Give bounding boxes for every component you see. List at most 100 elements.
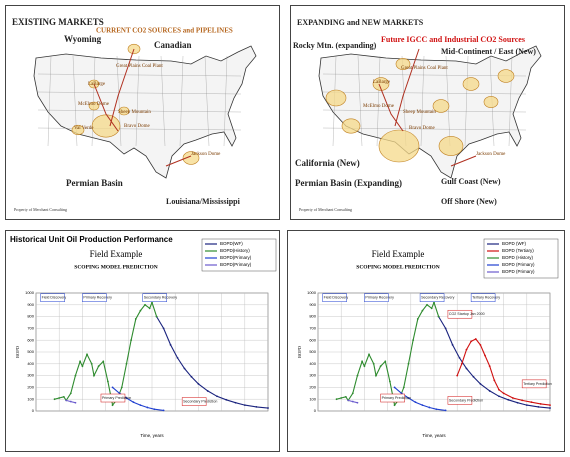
co2-bubble	[378, 129, 420, 163]
data-point	[428, 406, 431, 409]
data-point	[97, 365, 100, 368]
series-line	[456, 338, 551, 406]
annotation-box	[322, 293, 347, 302]
data-point	[111, 404, 114, 406]
data-point	[460, 362, 463, 365]
co2-bubble	[182, 151, 200, 165]
map-title: EXISTING MARKETS	[12, 17, 104, 27]
data-point	[479, 344, 482, 346]
data-point	[206, 390, 209, 392]
data-point	[525, 404, 528, 406]
y-axis-label: BOPD	[15, 345, 20, 358]
data-point	[511, 397, 514, 399]
data-point	[155, 315, 158, 318]
annotation: Secondary Recovery	[421, 296, 455, 300]
annotation-box	[100, 393, 126, 403]
source-label: Jackson Dome	[476, 152, 506, 157]
data-point	[421, 309, 424, 312]
legend-label: BOPD (WF)	[502, 241, 526, 246]
data-point	[356, 401, 359, 404]
data-point	[243, 404, 246, 406]
source-label: Jackson Dome	[191, 152, 221, 157]
data-point	[74, 374, 77, 377]
data-point	[498, 388, 500, 391]
data-point	[407, 397, 410, 399]
data-point	[465, 367, 468, 370]
data-point	[421, 404, 424, 406]
state-line	[37, 127, 242, 131]
annotation-box	[470, 293, 496, 302]
co2-bubble	[118, 106, 130, 116]
state-line	[204, 55, 210, 147]
data-point	[384, 360, 387, 363]
data-point	[102, 360, 105, 363]
y-tick-label: 1000	[307, 290, 317, 295]
region-label: Rocky Mtn. (expanding)	[293, 41, 377, 50]
source-label: Bravo Dome	[124, 124, 150, 129]
map-footer: Property of Merchant Consulting	[299, 207, 352, 212]
data-point	[69, 400, 72, 403]
co2-bubble	[462, 77, 480, 91]
data-point	[162, 409, 165, 412]
y-tick-label: 700	[27, 325, 34, 330]
series-line	[438, 316, 551, 409]
data-point	[479, 382, 482, 385]
state-line	[47, 55, 52, 147]
y-tick-label: 0	[32, 408, 35, 413]
source-label: McElmo Dome	[363, 104, 395, 109]
data-point	[169, 344, 172, 346]
chart-panel: Field Example SCOPING MODEL PREDICTION 0 10…	[287, 230, 565, 452]
data-point	[458, 357, 461, 359]
x-axis-label: Time, years	[140, 433, 164, 438]
chart-subtitle: SCOPING MODEL PREDICTION	[74, 264, 157, 270]
region-label: Louisiana/Mississippi	[166, 197, 241, 206]
data-point	[153, 408, 156, 411]
data-point	[433, 301, 435, 304]
data-point	[451, 344, 454, 346]
data-point	[456, 374, 459, 377]
x-axis-label: Time, years	[422, 433, 446, 438]
chart-heading: Historical Unit Oil Production Performan…	[10, 235, 173, 244]
data-point	[437, 315, 440, 318]
chart: Historical Unit Oil Production Performan…	[10, 235, 277, 438]
data-point	[132, 401, 135, 404]
region-label: Off Shore (New)	[441, 197, 497, 206]
y-tick-label: 900	[309, 302, 316, 307]
data-point	[549, 404, 551, 406]
source-label: Sheep Mountain	[118, 110, 151, 115]
data-point	[488, 390, 491, 392]
data-point	[539, 403, 542, 405]
data-point	[216, 395, 218, 398]
data-point	[62, 395, 65, 398]
data-point	[470, 340, 473, 343]
state-line	[116, 55, 122, 147]
y-axis-label: BOPD	[297, 345, 302, 358]
annotation-box	[447, 309, 473, 319]
state-line	[91, 55, 96, 147]
data-point	[347, 399, 350, 402]
region-label: Gulf Coast (New)	[441, 177, 501, 186]
co2-bubble	[71, 124, 85, 136]
data-point	[234, 401, 237, 404]
pipeline	[378, 48, 477, 167]
y-tick-label: 700	[309, 325, 316, 330]
data-point	[484, 354, 486, 357]
data-point	[426, 303, 428, 306]
data-point	[148, 307, 151, 310]
annotation: CO2 Startup Jan 2000	[449, 312, 485, 316]
source-label: Great Plains Coal Plant	[401, 66, 448, 71]
region-label: Permian Basin (Expanding)	[295, 178, 402, 188]
data-point	[361, 360, 363, 363]
data-point	[465, 348, 468, 351]
annotation-box	[40, 293, 65, 302]
y-tick-label: 400	[27, 361, 34, 366]
data-point	[368, 353, 370, 356]
state-line	[179, 55, 184, 147]
chart-title: Field Example	[372, 249, 425, 259]
annotation-box	[142, 293, 167, 302]
data-point	[375, 374, 377, 377]
y-tick-label: 800	[27, 314, 34, 319]
y-tick-label: 500	[27, 349, 34, 354]
data-point	[444, 327, 447, 330]
